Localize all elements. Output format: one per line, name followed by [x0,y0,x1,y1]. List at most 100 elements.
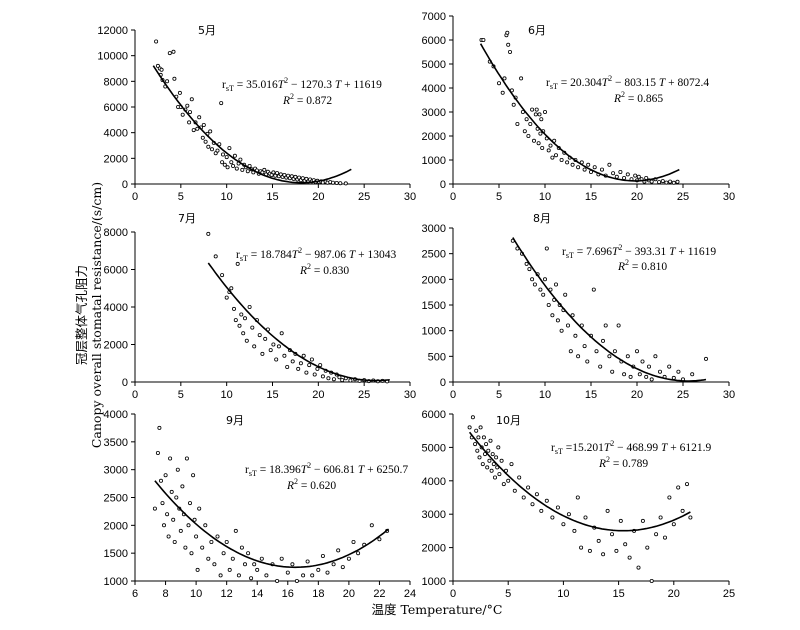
data-point [282,353,287,358]
data-point [186,523,191,528]
data-point [273,173,278,178]
data-point [250,325,255,330]
data-point [550,313,555,318]
x-tick-label: 15 [585,191,597,203]
data-point [540,145,545,150]
data-point [539,508,544,513]
data-point [611,171,616,176]
data-point [524,117,529,122]
eq-b: − 1270.3 [288,79,332,91]
data-point [671,375,676,380]
x-tick-label: 0 [450,389,456,401]
data-point [550,155,555,160]
data-point [575,495,580,500]
y-tick-label: 8000 [104,227,128,239]
data-point [653,354,658,359]
data-point [478,425,483,430]
x-tick-label: 14 [251,588,263,600]
data-point [187,120,192,125]
x-tick-label: 0 [132,191,138,203]
data-point [488,438,493,443]
data-point [158,478,163,483]
data-point [663,535,668,540]
data-point [640,359,645,364]
data-point [622,175,627,180]
data-point [326,376,331,381]
data-point [645,545,650,550]
data-point [195,126,200,131]
data-point [271,170,276,175]
data-point [501,482,506,487]
x-tick-label: 30 [404,191,416,203]
data-point [565,160,570,165]
x-tick-label: 30 [404,389,416,401]
x-tick-label: 20 [668,588,680,600]
data-point [200,545,205,550]
data-point [576,165,581,170]
data-point [473,442,478,447]
data-point [312,372,317,377]
data-point [184,456,189,461]
data-point [189,97,194,102]
x-tick-label: 25 [358,191,370,203]
data-point [263,336,268,341]
data-point [297,175,302,180]
x-tick-label: 5 [496,389,502,401]
y-tick-label: 6000 [422,409,446,421]
data-point [585,359,590,364]
data-point [177,90,182,95]
data-point [369,523,374,528]
data-point [539,117,544,122]
data-point [538,131,543,136]
data-point [285,364,290,369]
data-point [538,287,543,292]
data-point [576,354,581,359]
data-point [561,522,566,527]
x-tick-label: 8 [162,588,168,600]
y-tick-label: 2000 [422,274,446,286]
r-squared: R2 = 0.810 [617,258,667,273]
panel-june: 6月 rsT = 20.304T2 − 803.15 T + 8072.4 R2… [422,11,736,203]
data-point [497,472,502,477]
data-point [550,515,555,520]
data-point [159,67,164,72]
data-point [191,473,196,478]
y-tick-label: 6000 [422,35,446,47]
data-point [252,344,257,349]
data-point [300,176,305,181]
data-point [304,370,309,375]
data-point [220,160,225,165]
data-point [610,369,615,374]
data-point [485,465,490,470]
data-point [346,556,351,561]
data-point [377,537,382,542]
data-point [260,351,265,356]
data-point [231,306,236,311]
y-tick-label: 4000 [422,476,446,488]
data-point [486,448,491,453]
data-point [298,361,303,366]
data-point [235,261,240,266]
data-point [343,181,348,186]
data-point [221,551,226,556]
data-point [622,372,627,377]
x-tick-label: 18 [312,588,324,600]
data-point [209,540,214,545]
data-point [623,542,628,547]
data-point [239,545,244,550]
data-point [476,435,481,440]
data-point [601,552,606,557]
panel-may: 5月 rsT = 35.016T2 − 1270.3 T + 11619 R2 … [97,24,416,203]
data-point [195,567,200,572]
data-point [224,295,229,300]
data-point [180,112,185,117]
data-point [607,162,612,167]
data-point [238,157,243,162]
data-point [197,115,202,120]
x-tick-label: 20 [631,191,643,203]
data-point [532,138,537,143]
data-point [470,415,475,420]
r2-value: 0.872 [306,95,332,107]
data-point [555,505,560,510]
data-point [490,452,495,457]
